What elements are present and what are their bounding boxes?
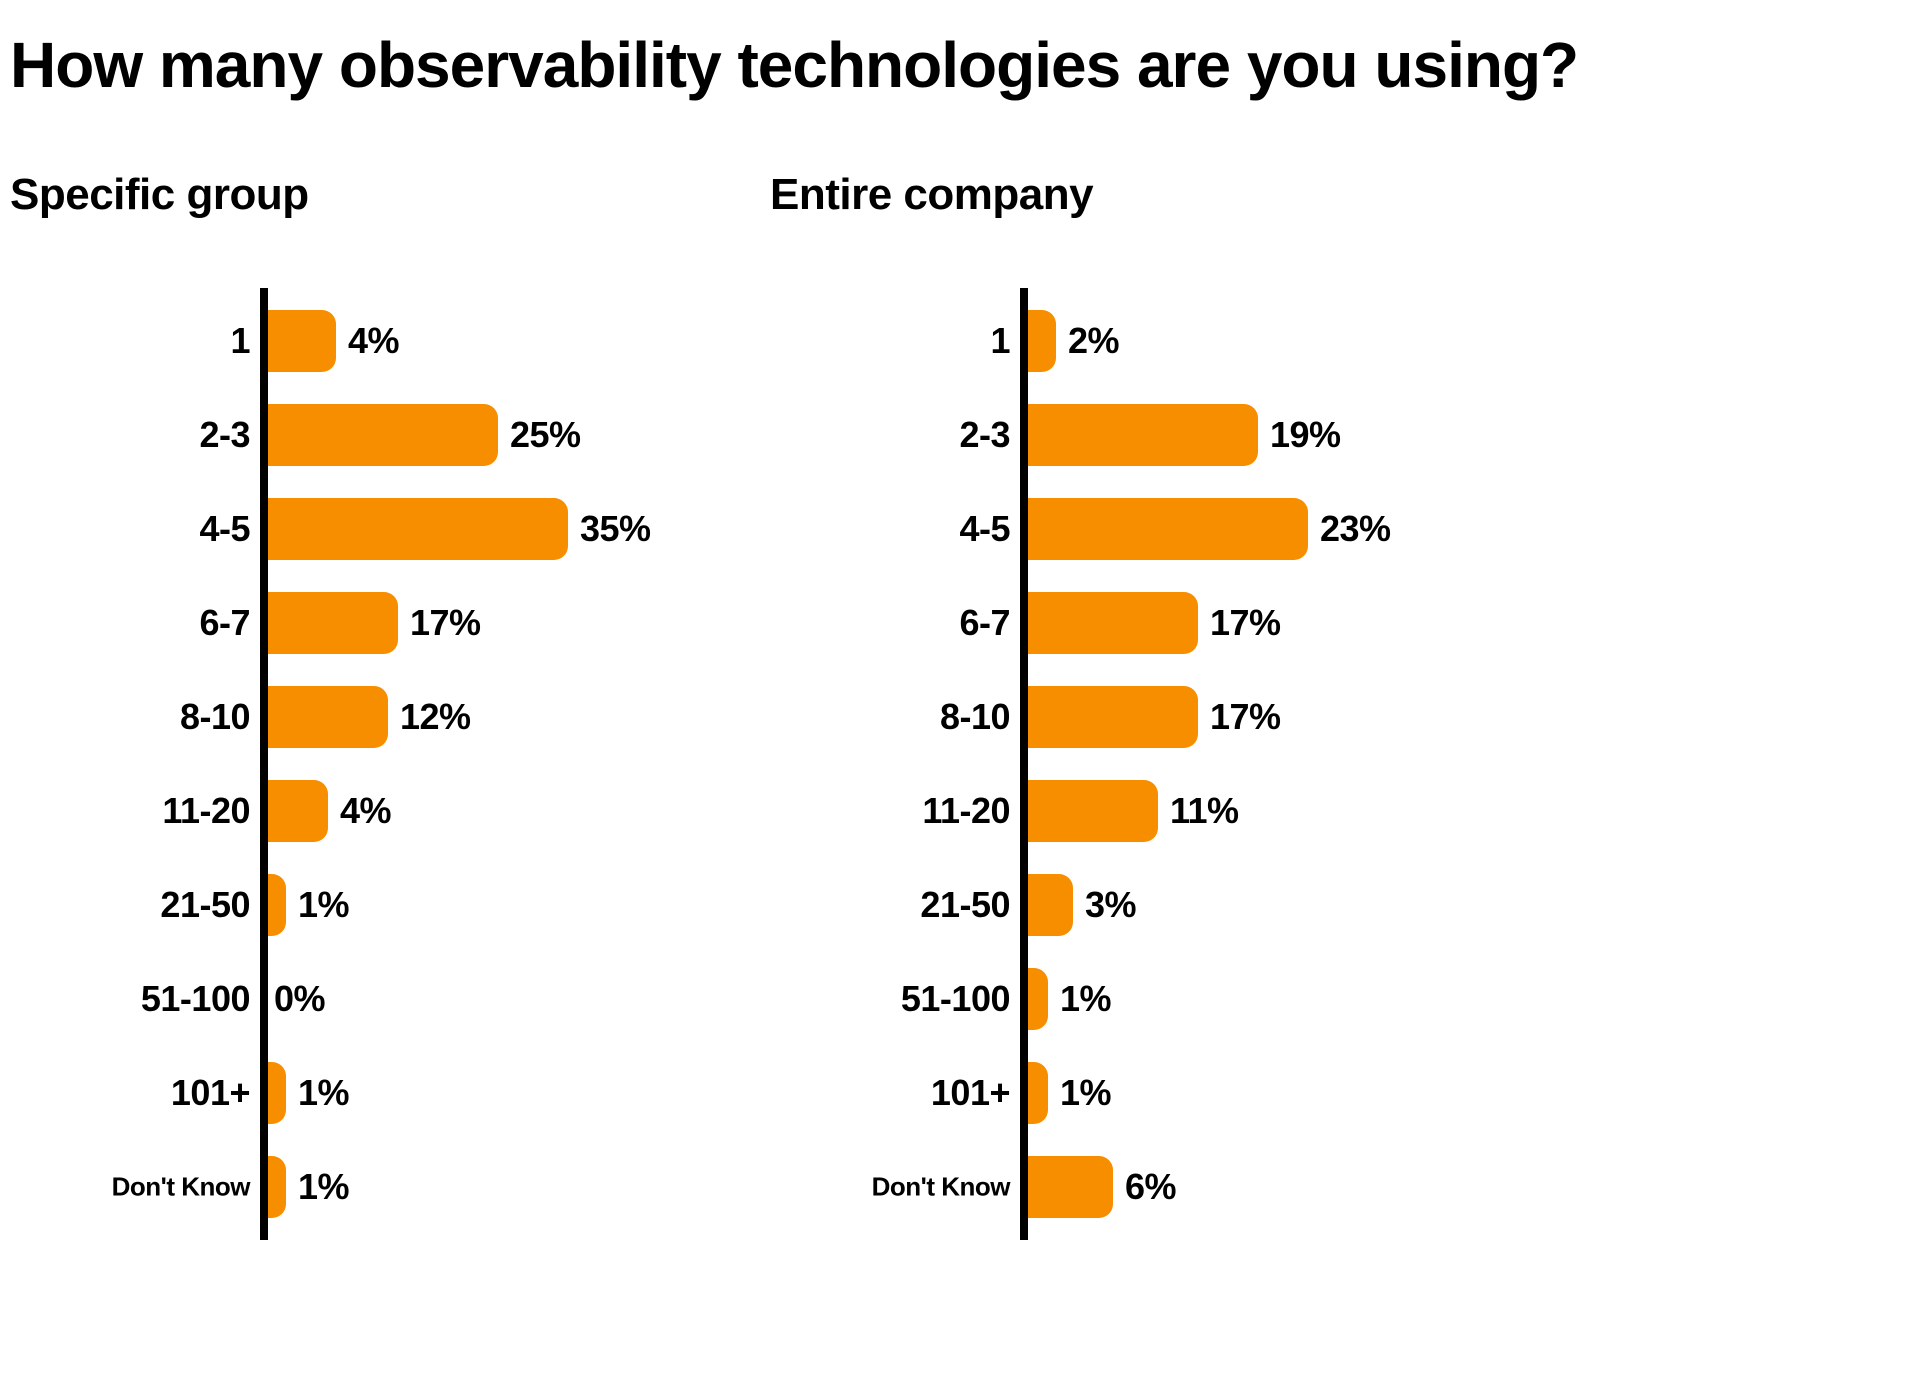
bar	[268, 404, 498, 466]
bar-row: 21-501%	[260, 874, 770, 936]
category-label: 2-3	[10, 414, 250, 456]
value-label: 17%	[410, 602, 481, 644]
bar	[1028, 968, 1048, 1030]
category-label: 21-50	[10, 884, 250, 926]
value-label: 1%	[298, 1166, 349, 1208]
bar	[268, 1062, 286, 1124]
chart-body: 14%2-325%4-535%6-717%8-1012%11-204%21-50…	[10, 310, 770, 1218]
bar-row: 4-523%	[1020, 498, 1530, 560]
value-label: 11%	[1170, 790, 1239, 832]
category-label: 51-100	[10, 978, 250, 1020]
chart-title: How many observability technologies are …	[10, 30, 1910, 100]
category-label: Don't Know	[770, 1172, 1010, 1203]
value-label: 3%	[1085, 884, 1136, 926]
bar-row: 2-325%	[260, 404, 770, 466]
bar-row: 6-717%	[1020, 592, 1530, 654]
category-label: 101+	[10, 1072, 250, 1114]
charts-container: Specific group14%2-325%4-535%6-717%8-101…	[10, 170, 1910, 1250]
bar-row: 8-1017%	[1020, 686, 1530, 748]
bar-row: 14%	[260, 310, 770, 372]
bar-row: 12%	[1020, 310, 1530, 372]
bar-row: 101+1%	[260, 1062, 770, 1124]
category-label: 11-20	[770, 790, 1010, 832]
value-label: 4%	[340, 790, 391, 832]
bar-row: 6-717%	[260, 592, 770, 654]
value-label: 25%	[510, 414, 581, 456]
category-label: 2-3	[770, 414, 1010, 456]
chart-subtitle: Entire company	[770, 170, 1530, 220]
value-label: 17%	[1210, 696, 1281, 738]
bar-row: 51-1001%	[1020, 968, 1530, 1030]
bar-row: 11-2011%	[1020, 780, 1530, 842]
bar	[1028, 1156, 1113, 1218]
category-label: 4-5	[770, 508, 1010, 550]
bar	[1028, 310, 1056, 372]
value-label: 4%	[348, 320, 399, 362]
chart-body: 12%2-319%4-523%6-717%8-1017%11-2011%21-5…	[770, 310, 1530, 1218]
bar	[268, 310, 336, 372]
bar-row: 21-503%	[1020, 874, 1530, 936]
category-label: 21-50	[770, 884, 1010, 926]
bar-row: 51-1000%	[260, 968, 770, 1030]
bar	[268, 498, 568, 560]
chart-subtitle: Specific group	[10, 170, 770, 220]
bar	[1028, 404, 1258, 466]
value-label: 23%	[1320, 508, 1391, 550]
bar	[268, 592, 398, 654]
category-label: 1	[770, 320, 1010, 362]
bar	[1028, 1062, 1048, 1124]
chart-panel-0: Specific group14%2-325%4-535%6-717%8-101…	[10, 170, 770, 1250]
value-label: 12%	[400, 696, 471, 738]
bar	[1028, 780, 1158, 842]
bar	[1028, 498, 1308, 560]
chart-panel-1: Entire company12%2-319%4-523%6-717%8-101…	[770, 170, 1530, 1250]
category-label: 6-7	[10, 602, 250, 644]
value-label: 35%	[580, 508, 651, 550]
value-label: 2%	[1068, 320, 1119, 362]
value-label: 0%	[274, 978, 325, 1020]
bar	[268, 1156, 286, 1218]
category-label: 8-10	[770, 696, 1010, 738]
bar	[1028, 592, 1198, 654]
value-label: 1%	[1060, 1072, 1111, 1114]
value-label: 17%	[1210, 602, 1281, 644]
bar-row: 101+1%	[1020, 1062, 1530, 1124]
bar-row: 4-535%	[260, 498, 770, 560]
bar	[268, 780, 328, 842]
bar-row: 11-204%	[260, 780, 770, 842]
bar	[1028, 874, 1073, 936]
category-label: Don't Know	[10, 1172, 250, 1203]
value-label: 19%	[1270, 414, 1341, 456]
bar-row: Don't Know1%	[260, 1156, 770, 1218]
bar	[268, 874, 286, 936]
category-label: 8-10	[10, 696, 250, 738]
bar-row: 8-1012%	[260, 686, 770, 748]
category-label: 1	[10, 320, 250, 362]
value-label: 6%	[1125, 1166, 1176, 1208]
category-label: 51-100	[770, 978, 1010, 1020]
bar-row: Don't Know6%	[1020, 1156, 1530, 1218]
bar-row: 2-319%	[1020, 404, 1530, 466]
value-label: 1%	[298, 884, 349, 926]
category-label: 101+	[770, 1072, 1010, 1114]
bar	[1028, 686, 1198, 748]
category-label: 4-5	[10, 508, 250, 550]
value-label: 1%	[1060, 978, 1111, 1020]
value-label: 1%	[298, 1072, 349, 1114]
category-label: 6-7	[770, 602, 1010, 644]
category-label: 11-20	[10, 790, 250, 832]
bar	[268, 686, 388, 748]
